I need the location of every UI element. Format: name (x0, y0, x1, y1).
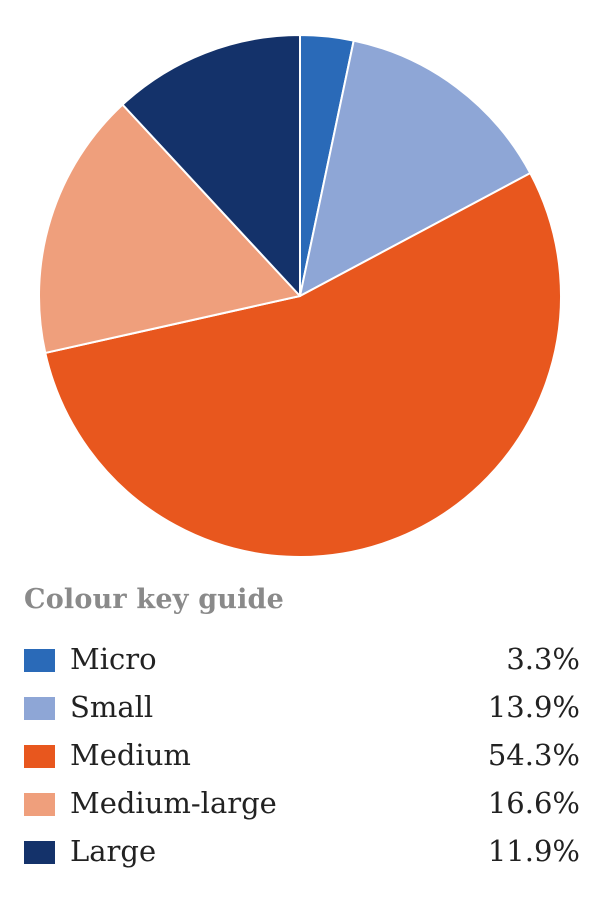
pie-chart-svg (38, 34, 562, 558)
pie-slice-small (299, 39, 532, 297)
legend-swatch-large (24, 841, 55, 864)
legend-label-medium: Medium (70, 738, 191, 772)
legend-value-medium-large: 16.6% (487, 786, 580, 820)
legend-item-medium-large: Medium-large 16.6% (0, 780, 600, 828)
legend-item-large: Large 11.9% (0, 828, 600, 876)
legend-value-medium: 54.3% (487, 738, 580, 772)
legend-label-medium-large: Medium-large (70, 786, 277, 820)
legend-value-small: 13.9% (487, 690, 580, 724)
legend-swatch-medium (24, 745, 55, 768)
legend-item-medium: Medium 54.3% (0, 732, 600, 780)
pie-chart (38, 34, 562, 558)
legend-item-small: Small 13.9% (0, 684, 600, 732)
legend-title: Colour key guide (24, 584, 285, 615)
pie-slice-large (121, 34, 301, 297)
legend-label-large: Large (70, 834, 157, 868)
legend-value-micro: 3.3% (506, 642, 580, 676)
legend-swatch-small (24, 697, 55, 720)
legend-item-micro: Micro 3.3% (0, 636, 600, 684)
legend-label-micro: Micro (70, 642, 157, 676)
pie-slice-medium-large (38, 103, 301, 354)
legend-swatch-medium-large (24, 793, 55, 816)
legend-swatch-micro (24, 649, 55, 672)
pie-slice-medium (44, 172, 562, 558)
legend-value-large: 11.9% (487, 834, 580, 868)
legend-label-small: Small (70, 690, 154, 724)
